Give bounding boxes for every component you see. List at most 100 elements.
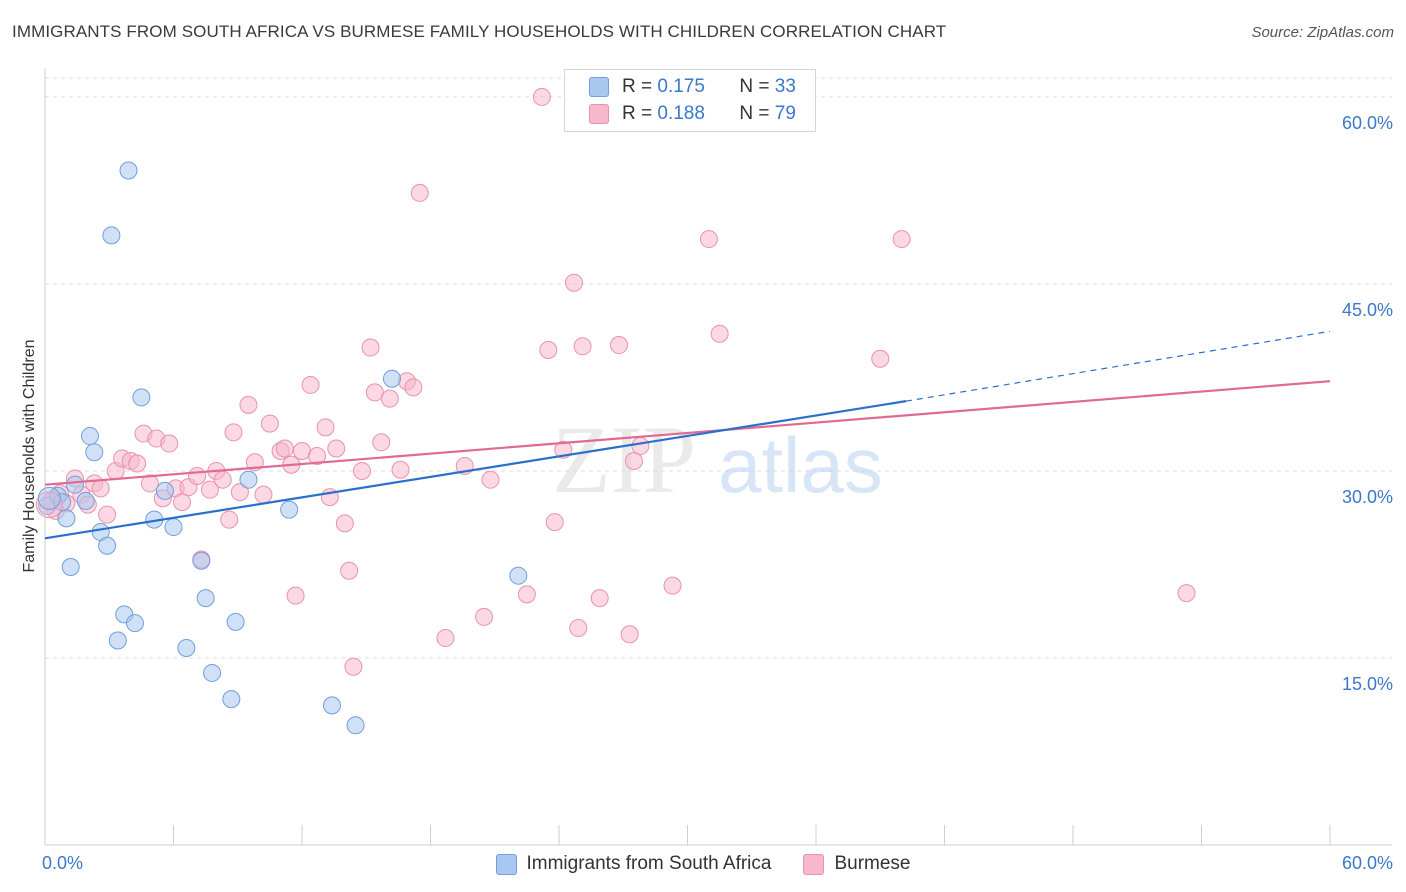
y-tick-label: 60.0% xyxy=(1342,113,1393,133)
point-south-africa xyxy=(102,226,121,245)
series-legend: Immigrants from South Africa Burmese xyxy=(0,851,1406,877)
legend-row-south-africa: R = 0.175 N = 33 xyxy=(589,74,796,100)
point-burmese xyxy=(590,589,609,608)
point-burmese xyxy=(892,230,911,249)
point-burmese xyxy=(230,483,249,502)
point-south-africa xyxy=(382,369,401,388)
point-south-africa xyxy=(280,500,299,519)
axes xyxy=(44,68,1392,846)
point-south-africa xyxy=(85,443,104,462)
point-south-africa xyxy=(164,518,183,537)
point-burmese xyxy=(663,576,682,595)
correlation-legend: R = 0.175 N = 33 R = 0.188 N = 79 xyxy=(564,69,816,132)
point-burmese xyxy=(1177,584,1196,603)
legend-swatch-blue xyxy=(495,853,517,875)
point-burmese xyxy=(188,466,207,485)
point-burmese xyxy=(344,657,363,676)
point-south-africa xyxy=(61,557,80,576)
trend-line-south-africa-extrapolated xyxy=(905,330,1331,402)
point-south-africa xyxy=(108,631,127,650)
point-south-africa xyxy=(203,663,222,682)
point-burmese xyxy=(620,625,639,644)
point-burmese xyxy=(631,437,650,456)
point-burmese xyxy=(436,629,455,648)
trend-line-south-africa xyxy=(44,400,907,540)
gridlines xyxy=(45,77,1392,659)
point-burmese xyxy=(128,454,147,473)
point-burmese xyxy=(316,418,335,437)
point-burmese xyxy=(532,87,551,106)
point-south-africa xyxy=(322,696,341,715)
point-burmese xyxy=(200,480,219,499)
point-south-africa xyxy=(239,470,258,489)
point-south-africa xyxy=(155,481,174,500)
point-burmese xyxy=(624,451,643,470)
point-burmese xyxy=(275,439,294,458)
point-burmese xyxy=(481,470,500,489)
point-burmese xyxy=(710,324,729,343)
legend-item-burmese[interactable]: Burmese xyxy=(803,851,911,877)
point-burmese xyxy=(517,585,536,604)
legend-swatch-blue xyxy=(589,77,609,97)
point-burmese xyxy=(140,474,159,493)
point-burmese xyxy=(239,395,258,414)
source-label: Source: ZipAtlas.com xyxy=(1251,24,1394,41)
y-tick-label: 45.0% xyxy=(1342,300,1393,320)
point-south-africa xyxy=(192,551,211,570)
point-burmese xyxy=(545,513,564,532)
legend-r-label: R = xyxy=(622,103,653,124)
y-tick-label: 30.0% xyxy=(1342,487,1393,507)
legend-n-label: N = xyxy=(739,76,770,97)
point-burmese xyxy=(213,470,232,489)
point-burmese-cluster xyxy=(35,491,63,519)
point-south-africa xyxy=(226,612,245,631)
legend-row-burmese: R = 0.188 N = 79 xyxy=(589,101,796,127)
point-burmese xyxy=(404,378,423,397)
point-burmese xyxy=(224,423,243,442)
x-tick-label-max: 60.0% xyxy=(1342,853,1393,873)
point-burmese xyxy=(699,230,718,249)
legend-r-label: R = xyxy=(622,76,653,97)
point-burmese xyxy=(380,389,399,408)
point-south-africa xyxy=(119,161,138,180)
point-south-africa xyxy=(80,427,99,446)
legend-n-value: 79 xyxy=(774,103,796,124)
legend-series-name: Burmese xyxy=(834,853,911,874)
trend-lines xyxy=(44,330,1331,540)
legend-r-value: 0.188 xyxy=(657,103,705,124)
legend-n-label: N = xyxy=(739,103,770,124)
tick-labels: 15.0% 30.0% 45.0% 60.0% 0.0% 60.0% xyxy=(42,113,1393,873)
point-burmese xyxy=(173,493,192,512)
watermark-zip: ZIP xyxy=(552,406,696,513)
watermark-atlas: atlas xyxy=(718,421,883,509)
point-burmese xyxy=(335,514,354,533)
point-burmese xyxy=(254,485,273,504)
legend-swatch-pink xyxy=(589,104,609,124)
chart-title: IMMIGRANTS FROM SOUTH AFRICA VS BURMESE … xyxy=(12,22,947,41)
point-south-africa xyxy=(196,589,215,608)
point-burmese xyxy=(301,375,320,394)
legend-r-value: 0.175 xyxy=(657,76,705,97)
point-burmese xyxy=(340,561,359,580)
legend-item-south-africa[interactable]: Immigrants from South Africa xyxy=(495,851,772,877)
point-south-africa xyxy=(65,475,84,494)
point-burmese xyxy=(609,336,628,355)
point-burmese xyxy=(327,439,346,458)
point-south-africa xyxy=(132,388,151,407)
point-burmese xyxy=(365,383,384,402)
point-south-africa xyxy=(125,614,144,633)
legend-series-name: Immigrants from South Africa xyxy=(526,853,772,874)
x-tick-label-min: 0.0% xyxy=(42,853,83,873)
point-burmese xyxy=(410,183,429,202)
point-south-africa xyxy=(177,639,196,658)
data-points xyxy=(35,87,1196,735)
point-burmese xyxy=(307,447,326,466)
point-burmese xyxy=(871,349,890,368)
point-burmese xyxy=(98,505,117,524)
point-burmese xyxy=(352,461,371,480)
point-burmese xyxy=(372,433,391,452)
trend-line-burmese xyxy=(44,380,1331,486)
point-south-africa xyxy=(509,566,528,585)
point-burmese xyxy=(293,442,311,461)
